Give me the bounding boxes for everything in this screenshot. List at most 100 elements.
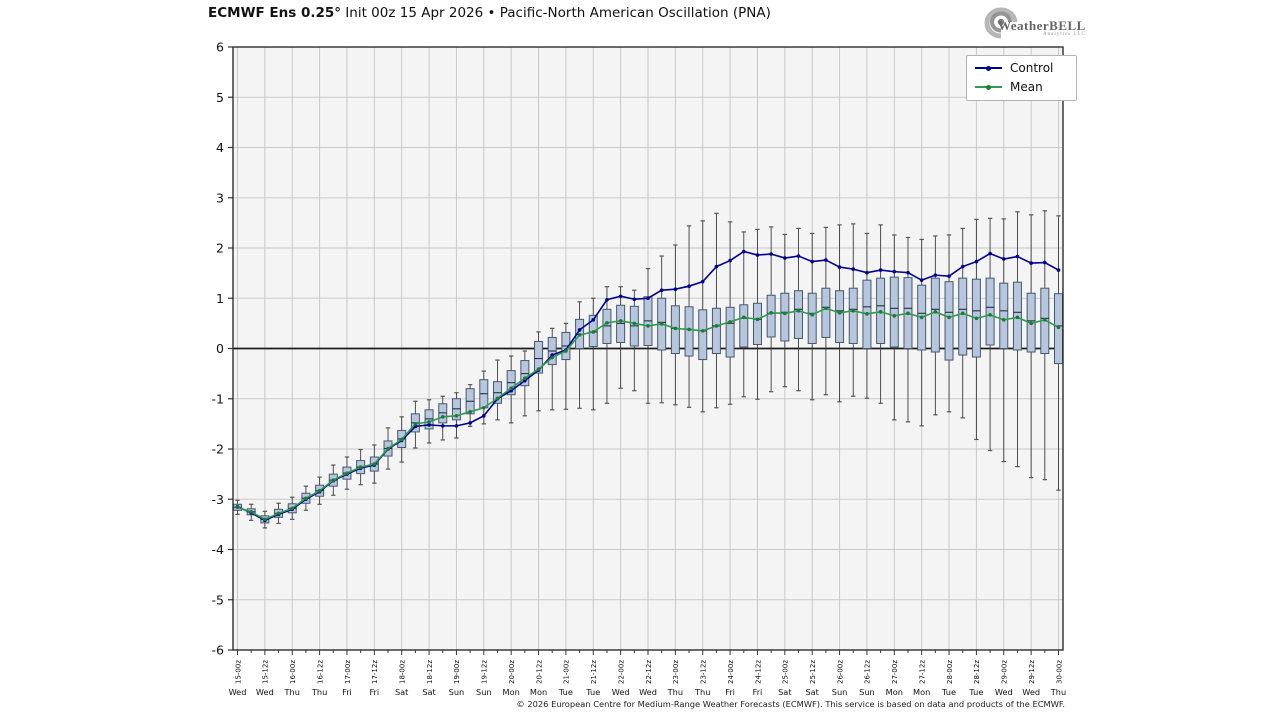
x-axis-day-label: Fri	[369, 687, 379, 697]
x-axis-time-label: 22-00z	[617, 660, 625, 684]
y-axis-tick-label: -3	[212, 492, 224, 507]
x-axis-time-label: 23-12z	[700, 660, 708, 684]
x-axis-day-label: Sun	[449, 687, 465, 697]
x-axis-time-label: 16-00z	[289, 660, 297, 684]
x-axis-day-label: Sat	[395, 687, 409, 697]
weatherbell-logo-sub: Analytics LLC	[1042, 32, 1086, 37]
ensemble-box	[780, 292, 790, 342]
x-axis-day-label: Tue	[558, 687, 573, 697]
x-axis-day-label: Mon	[503, 687, 520, 697]
x-axis-day-label: Wed	[229, 687, 247, 697]
x-axis-day-label: Mon	[913, 687, 930, 697]
chart-title-info: Init 00z 15 Apr 2026 • Pacific-North Ame…	[341, 5, 771, 21]
x-axis-time-label: 21-12z	[590, 660, 598, 684]
x-axis-day-label: Wed	[612, 687, 630, 697]
ensemble-box	[794, 290, 804, 339]
x-axis-time-label: 21-00z	[563, 660, 571, 684]
x-axis-time-label: 17-12z	[371, 660, 379, 684]
x-axis-day-label: Thu	[1050, 687, 1066, 697]
x-axis-day-label: Wed	[995, 687, 1013, 697]
ensemble-box	[958, 277, 968, 356]
ensemble-box	[821, 287, 831, 338]
x-axis-time-label: 16-12z	[316, 660, 324, 684]
y-axis-tick-label: -4	[212, 542, 225, 557]
x-axis-time-label: 20-12z	[535, 660, 543, 684]
y-axis-tick-label: -2	[212, 442, 224, 457]
weatherbell-logo-text: WeatherBELL Analytics LLC	[998, 18, 1086, 37]
chart-legend: Control Mean	[966, 55, 1077, 101]
ensemble-box	[752, 302, 762, 345]
legend-item-control: Control	[975, 61, 1068, 75]
y-axis-tick-label: 1	[216, 291, 224, 306]
legend-item-mean: Mean	[975, 80, 1068, 94]
y-axis-tick-label: 3	[216, 190, 224, 205]
x-axis-time-label: 24-12z	[754, 660, 762, 684]
ensemble-box	[999, 282, 1009, 349]
y-axis: -6 -5 -4 -3 -2 -1 0 1 2 3 4 5 6	[212, 40, 233, 658]
x-axis-time-label: 29-12z	[1028, 660, 1036, 684]
x-axis-time-label: 18-00z	[399, 660, 407, 684]
x-axis-day-label: Fri	[725, 687, 735, 697]
x-axis-day-label: Wed	[1022, 687, 1040, 697]
x-axis-time-label: 18-12z	[426, 660, 434, 684]
x-axis-time-label: 25-12z	[809, 660, 817, 684]
y-axis-tick-label: 4	[216, 140, 224, 155]
x-axis-day-label: Tue	[585, 687, 600, 697]
mean-series-line	[235, 306, 1061, 522]
weatherbell-logo: WeatherBELL Analytics LLC	[982, 6, 1085, 44]
y-axis-tick-label: 6	[216, 40, 224, 55]
copyright-notice: © 2026 European Centre for Medium-Range …	[516, 699, 1065, 709]
x-axis-time-label: 25-00z	[782, 660, 790, 684]
x-axis-day-label: Sun	[832, 687, 848, 697]
x-axis-day-label: Wed	[639, 687, 657, 697]
x-axis-day-label: Thu	[694, 687, 710, 697]
legend-label-mean: Mean	[1010, 80, 1043, 94]
x-axis-time-label: 28-00z	[946, 660, 954, 684]
x-axis-day-label: Sat	[422, 687, 436, 697]
x-axis-day-label: Sat	[778, 687, 792, 697]
x-axis-day-label: Sun	[859, 687, 875, 697]
ensemble-box	[889, 276, 899, 348]
x-axis-time-label: 27-00z	[891, 660, 899, 684]
x-axis-day-label: Wed	[256, 687, 274, 697]
ensemble-box	[698, 309, 708, 361]
y-axis-tick-label: -1	[212, 391, 224, 406]
x-axis-time-label: 15-00z	[234, 660, 242, 684]
ensemble-box	[807, 292, 817, 344]
x-axis-day-label: Fri	[753, 687, 763, 697]
y-axis-tick-label: -6	[212, 643, 225, 658]
chart-title: ECMWF Ens 0.25° Init 00z 15 Apr 2026 • P…	[208, 5, 771, 21]
y-axis-tick-label: 0	[216, 341, 224, 356]
ensemble-box	[944, 281, 954, 361]
x-axis-day-label: Tue	[941, 687, 956, 697]
x-axis-time-label: 19-00z	[453, 660, 461, 684]
x-axis-day-label: Mon	[530, 687, 547, 697]
x-axis-time-label: 26-12z	[864, 660, 872, 684]
ensemble-box	[930, 277, 940, 353]
x-axis-time-label: 28-12z	[973, 660, 981, 684]
y-axis-tick-label: -5	[212, 592, 224, 607]
ensemble-box	[684, 306, 694, 357]
x-axis-time-label: 27-12z	[918, 660, 926, 684]
ensemble-box	[848, 287, 858, 344]
x-axis-day-label: Sun	[476, 687, 492, 697]
mean-line-swatch	[975, 84, 1002, 90]
x-axis-day-label: Tue	[968, 687, 983, 697]
chart-title-model: ECMWF Ens 0.25°	[208, 5, 342, 21]
x-axis-day-label: Mon	[886, 687, 903, 697]
x-axis: 15-00z Wed 15-12z Wed 16-00z Thu 16-12z Thu 17-0…	[229, 650, 1066, 697]
x-axis-time-label: 15-12z	[262, 660, 270, 684]
x-axis-time-label: 29-00z	[1001, 660, 1009, 684]
x-axis-time-label: 26-00z	[836, 660, 844, 684]
x-axis-day-label: Thu	[667, 687, 683, 697]
ensemble-box	[739, 304, 749, 348]
y-axis-tick-label: 5	[216, 90, 224, 105]
ensemble-box	[534, 340, 544, 374]
y-axis-tick-label: 2	[216, 241, 224, 256]
x-axis-day-label: Fri	[342, 687, 352, 697]
x-axis-day-label: Thu	[284, 687, 300, 697]
ensemble-box	[835, 290, 845, 343]
ensemble-box	[725, 306, 735, 358]
